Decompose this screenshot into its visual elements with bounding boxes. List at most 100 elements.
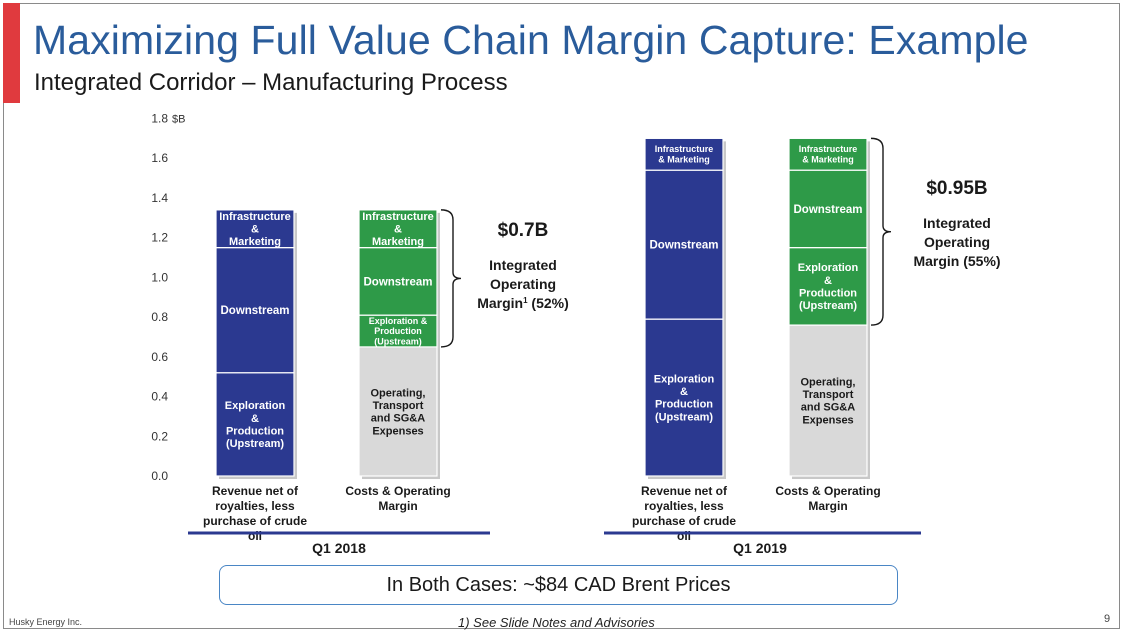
segment-label: (Upstream) <box>655 411 713 423</box>
segment-label: & Marketing <box>658 155 710 165</box>
page-number: 9 <box>1104 613 1111 625</box>
margin-bracket <box>440 209 462 348</box>
segment-label: Operating, <box>370 387 425 399</box>
segment-label: Production <box>655 399 713 411</box>
segment-label: Exploration <box>225 400 286 412</box>
segment-label: & <box>251 224 259 236</box>
bar-segment <box>788 324 868 477</box>
segment-label: (Upstream) <box>226 438 284 450</box>
footnote-mark: 1 <box>523 296 528 305</box>
category-label: purchase of crude <box>203 514 307 528</box>
y-tick-label: 0.6 <box>151 350 168 364</box>
segment-label: Production <box>226 426 284 438</box>
bar-segment <box>788 247 868 326</box>
segment-label: and SG&A <box>371 413 425 425</box>
segment-label: & <box>824 275 832 287</box>
segment-label: Marketing <box>229 236 281 248</box>
category-label: Margin <box>808 499 847 513</box>
segment-label: Exploration <box>654 373 715 385</box>
group-label: Q1 2019 <box>733 540 787 556</box>
callout-label: Operating <box>490 276 556 292</box>
footnote: 1) See Slide Notes and Advisories <box>458 615 655 630</box>
segment-label: Infrastructure <box>219 211 291 223</box>
category-label: royalties, less <box>644 499 724 513</box>
segment-label: Downstream <box>220 305 289 317</box>
segment-label: Transport <box>373 400 424 412</box>
slide-subtitle: Integrated Corridor – Manufacturing Proc… <box>34 69 508 96</box>
slide-frame <box>3 3 1120 629</box>
segment-label: and SG&A <box>801 402 855 414</box>
segment-label: Downstream <box>363 276 432 288</box>
chart-group-1: Exploration&Production(Upstream)Downstre… <box>188 209 569 556</box>
y-tick-label: 1.4 <box>151 191 168 205</box>
segment-label: Production <box>799 288 857 300</box>
segment-label: Downstream <box>649 240 718 252</box>
y-tick-label: 0.0 <box>151 469 168 483</box>
segment-label: Infrastructure <box>362 211 434 223</box>
segment-label: & <box>251 413 259 425</box>
segment-label: Downstream <box>793 204 862 216</box>
y-tick-label: 1.0 <box>151 270 168 284</box>
slide-title: Maximizing Full Value Chain Margin Captu… <box>33 17 1029 63</box>
category-label: Costs & Operating <box>775 484 880 498</box>
bar-segment <box>215 209 295 249</box>
callout-value: $0.95B <box>926 178 987 199</box>
accent-bar <box>3 3 20 103</box>
segment-label: (Upstream) <box>374 337 422 347</box>
category-label: Margin <box>378 499 417 513</box>
callout-label: Operating <box>924 234 990 250</box>
y-tick-label: 1.6 <box>151 151 168 165</box>
callout-margin-word: Margin <box>477 295 523 311</box>
segment-label: Exploration <box>798 262 859 274</box>
margin-bracket <box>870 137 892 326</box>
bar-segment <box>644 318 724 477</box>
segment-label: Exploration & <box>369 316 428 326</box>
callout-label: Integrated <box>489 257 557 273</box>
segment-label: & <box>394 224 402 236</box>
bar-segment <box>644 169 724 320</box>
callout-label: Margin1 (52%) <box>477 295 569 311</box>
bar-segment <box>358 209 438 249</box>
category-label: royalties, less <box>215 499 295 513</box>
segment-label: (Upstream) <box>799 300 857 312</box>
y-tick-label: 0.8 <box>151 310 168 324</box>
segment-label: Expenses <box>372 425 423 437</box>
segment-label: Transport <box>803 389 854 401</box>
y-tick-label: 0.4 <box>151 390 168 404</box>
category-label: Costs & Operating <box>345 484 450 498</box>
bar-segment <box>644 137 724 171</box>
bar-segment <box>788 169 868 249</box>
bar-segment <box>358 346 438 477</box>
chart-group-2: Exploration&Production(Upstream)Downstre… <box>604 137 1001 556</box>
segment-label: Infrastructure <box>799 144 858 154</box>
price-note-box: In Both Cases: ~$84 CAD Brent Prices <box>219 565 898 605</box>
y-unit-label: $B <box>172 114 185 126</box>
y-tick-label: 1.8 <box>151 112 168 126</box>
segment-label: Production <box>374 326 422 336</box>
bar-segment <box>215 372 295 477</box>
category-label: Revenue net of <box>212 484 299 498</box>
segment-label: Operating, <box>800 376 855 388</box>
group-label: Q1 2018 <box>312 540 366 556</box>
y-tick-label: 1.2 <box>151 231 168 245</box>
category-label: oil <box>248 529 262 543</box>
segment-label: & Marketing <box>802 155 854 165</box>
category-label: Revenue net of <box>641 484 728 498</box>
segment-label: & <box>680 386 688 398</box>
bar-segment <box>788 137 868 171</box>
callout-share: (52%) <box>528 295 569 311</box>
segment-label: Expenses <box>802 414 853 426</box>
segment-label: Marketing <box>372 236 424 248</box>
category-label: oil <box>677 529 691 543</box>
company-name: Husky Energy Inc. <box>9 617 83 627</box>
bar-segment <box>358 314 438 348</box>
price-note-text: In Both Cases: ~$84 CAD Brent Prices <box>386 573 731 596</box>
callout-label: Integrated <box>923 215 991 231</box>
callout-label: Margin (55%) <box>913 253 1000 269</box>
y-tick-label: 0.2 <box>151 429 168 443</box>
segment-label: Infrastructure <box>655 144 714 154</box>
callout-value: $0.7B <box>498 220 549 241</box>
category-label: purchase of crude <box>632 514 736 528</box>
